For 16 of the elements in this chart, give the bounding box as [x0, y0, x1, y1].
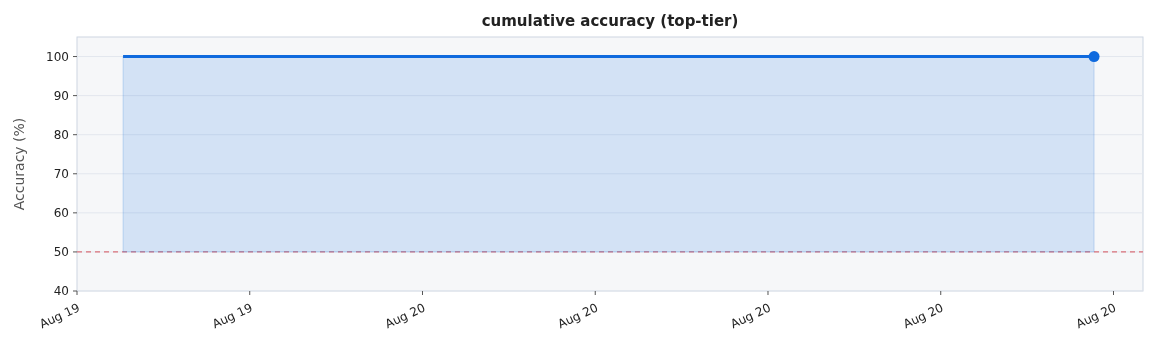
y-tick-label: 80: [53, 127, 69, 142]
y-axis-title: Accuracy (%): [11, 117, 27, 211]
x-tick-label: Aug 20: [1073, 300, 1119, 332]
chart-title: cumulative accuracy (top-tier): [481, 12, 739, 30]
y-tick-label: 70: [53, 166, 69, 181]
x-tick-label: Aug 20: [555, 300, 601, 332]
x-tick-label: Aug 20: [728, 300, 773, 332]
x-tick-label: Aug 19: [37, 300, 82, 332]
y-tick-label: 100: [46, 49, 69, 64]
x-tick-label: Aug 20: [901, 300, 946, 332]
x-tick-label: Aug 19: [210, 300, 255, 332]
y-tick-label: 60: [53, 206, 69, 221]
y-tick-label: 90: [53, 88, 69, 103]
y-tick-label: 50: [53, 245, 69, 260]
x-tick-label: Aug 20: [382, 300, 428, 332]
y-tick-label: 40: [53, 284, 69, 299]
